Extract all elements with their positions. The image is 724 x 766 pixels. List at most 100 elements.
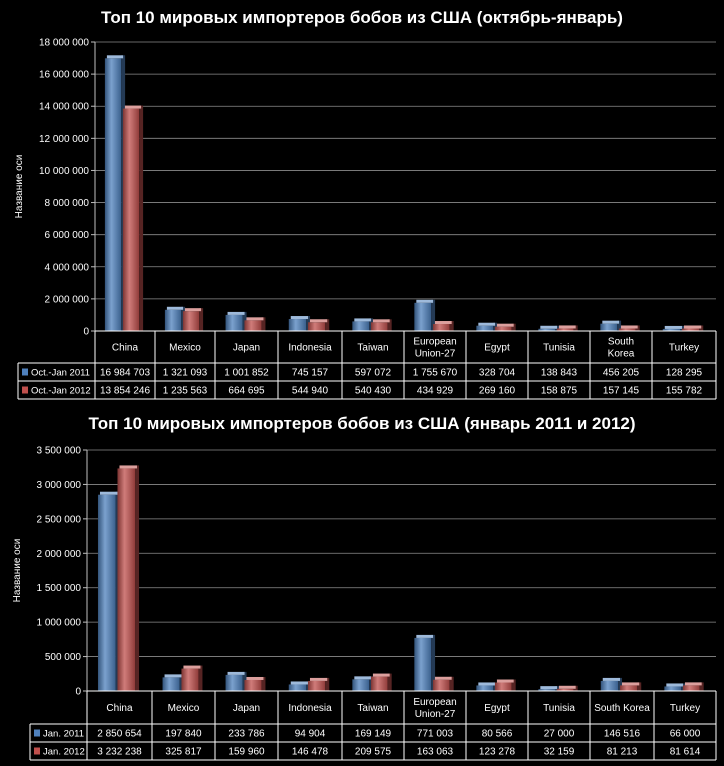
bar-top — [684, 682, 702, 686]
bar — [494, 682, 512, 691]
bar — [307, 680, 326, 691]
data-cell: 1 321 093 — [163, 368, 208, 379]
category-label: Korea — [608, 349, 635, 360]
data-cell: 233 786 — [228, 729, 265, 740]
category-label: China — [106, 703, 133, 714]
data-cell: 155 782 — [666, 386, 703, 397]
bar-side — [511, 679, 516, 691]
category-label: Indonesia — [288, 703, 332, 714]
chart-panel-january: Топ 10 мировых импортеров бобов из США (… — [0, 404, 724, 766]
bar-side — [699, 682, 704, 691]
bar-side — [135, 465, 140, 691]
chart-svg: 0 500 000 1 000 000 1 500 000 2 000 000 2 500… — [12, 446, 717, 761]
data-cell: 128 295 — [666, 368, 703, 379]
bar — [122, 108, 140, 332]
bar-top — [290, 316, 309, 320]
bar-side — [261, 676, 266, 691]
y-axis-label: Название оси — [12, 539, 23, 603]
data-cell: 146 516 — [604, 729, 641, 740]
bar — [370, 676, 388, 691]
bar-top — [496, 323, 514, 327]
bar-top — [416, 634, 434, 638]
data-cell: 325 817 — [165, 747, 202, 758]
category-label: Union-27 — [415, 349, 456, 360]
data-cell: 158 875 — [541, 386, 578, 397]
bar — [288, 684, 307, 691]
y-tick-label: 1 000 000 — [37, 618, 82, 629]
bar — [182, 311, 200, 331]
data-cell: 163 063 — [417, 747, 454, 758]
bar — [556, 688, 574, 691]
y-tick-label: 2 500 000 — [37, 514, 82, 525]
category-label: European — [413, 337, 456, 348]
data-cell: 123 278 — [479, 747, 516, 758]
data-cell: 146 478 — [292, 747, 329, 758]
bar-top — [540, 325, 558, 329]
data-cell: 66 000 — [670, 729, 701, 740]
bar-side — [617, 320, 622, 331]
bar-top — [372, 319, 390, 323]
bar — [104, 58, 122, 332]
bar — [414, 302, 432, 331]
bar — [225, 314, 243, 331]
category-label: South Korea — [594, 703, 650, 714]
data-cell: 2 850 654 — [97, 729, 142, 740]
bar-top — [434, 676, 452, 680]
bar — [476, 685, 494, 691]
y-tick-label: 0 — [75, 687, 81, 698]
series-name: Jan. 2011 — [43, 729, 84, 740]
category-label: Egypt — [484, 703, 510, 714]
y-tick-label: 2 000 000 — [37, 549, 82, 560]
bar-side — [431, 299, 436, 331]
data-cell: 94 904 — [295, 729, 326, 740]
bar — [164, 309, 182, 331]
data-cell: 32 159 — [544, 747, 575, 758]
bar — [494, 326, 512, 331]
bar-top — [478, 682, 496, 686]
bar — [370, 322, 388, 331]
legend-key — [34, 747, 40, 755]
bar-side — [325, 677, 330, 691]
bar-side — [387, 673, 392, 691]
bar-top — [183, 665, 201, 669]
bar-top — [372, 673, 390, 677]
category-label: Japan — [233, 703, 260, 714]
bar — [244, 679, 262, 691]
y-tick-label: 0 — [83, 327, 89, 338]
bar-side — [261, 317, 266, 331]
bar — [162, 677, 180, 691]
data-cell: 1 001 852 — [224, 368, 269, 379]
bar-top — [602, 677, 621, 681]
data-cell: 456 205 — [603, 368, 640, 379]
data-cell: 3 232 238 — [97, 747, 142, 758]
data-cell: 269 160 — [479, 386, 516, 397]
category-label: European — [413, 697, 456, 708]
category-label: South — [608, 337, 634, 348]
y-tick-label: 16 000 000 — [39, 70, 89, 81]
bar-top — [164, 674, 182, 678]
bar-side — [431, 634, 436, 691]
y-tick-label: 6 000 000 — [45, 230, 90, 241]
category-label: Taiwan — [357, 703, 388, 714]
data-cell: 81 213 — [607, 747, 638, 758]
bar — [225, 674, 243, 691]
data-cell: 209 575 — [355, 747, 392, 758]
y-tick-label: 12 000 000 — [39, 134, 89, 145]
data-cell: 745 157 — [292, 368, 329, 379]
bar-top — [683, 325, 702, 329]
bar-side — [618, 677, 623, 691]
bar-side — [139, 105, 144, 332]
data-cell: 434 929 — [417, 386, 454, 397]
category-label: Mexico — [168, 703, 200, 714]
bar-top — [184, 308, 202, 312]
y-tick-label: 2 000 000 — [45, 294, 90, 305]
bar-side — [449, 321, 454, 331]
bar-top — [434, 321, 452, 325]
bar-top — [106, 55, 124, 59]
data-cell: 80 566 — [482, 729, 513, 740]
bar-top — [309, 677, 328, 681]
y-tick-label: 14 000 000 — [39, 102, 89, 113]
bar — [307, 322, 326, 331]
bar — [432, 679, 450, 691]
category-label: Egypt — [484, 343, 510, 354]
